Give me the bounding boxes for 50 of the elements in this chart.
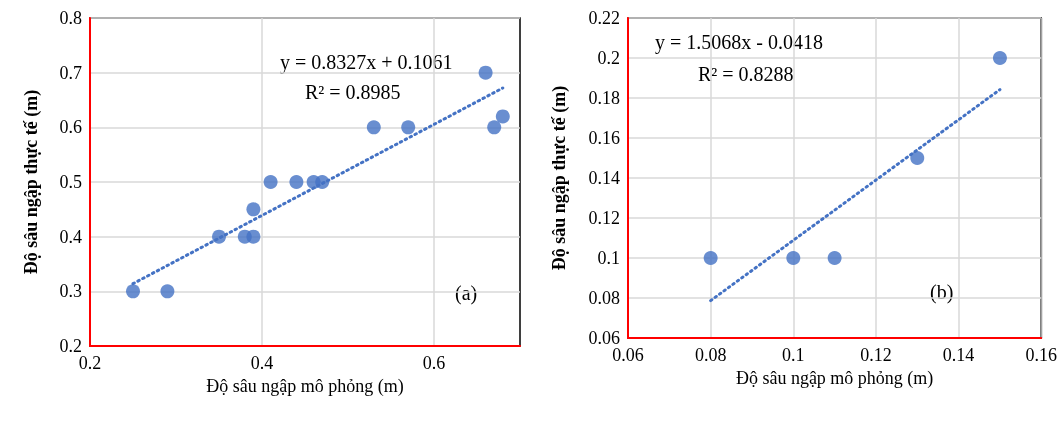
x-tick-label: 0.06 [612, 345, 644, 365]
point [401, 120, 416, 135]
point [246, 229, 261, 244]
point [263, 175, 278, 189]
point [246, 202, 261, 217]
annotation: R² = 0.8985 [305, 81, 401, 103]
point [366, 120, 381, 135]
x-axis-title: Độ sâu ngập mô phỏng (m) [206, 375, 404, 397]
point [160, 284, 175, 299]
point [487, 120, 502, 135]
y-tick-label: 0.7 [59, 62, 82, 83]
annotation: y = 0.8327x + 0.1061 [280, 51, 453, 74]
point [126, 284, 140, 299]
x-tick-label: 0.2 [78, 353, 102, 373]
point [289, 175, 304, 189]
point [478, 65, 493, 80]
y-tick-label: 0.4 [59, 226, 82, 247]
y-tick-label: 0.22 [588, 8, 620, 28]
annotation: y = 1.5068x - 0.0418 [655, 31, 823, 54]
y-tick-label: 0.5 [59, 172, 82, 192]
y-tick-label: 0.3 [59, 281, 82, 302]
x-axis-title: Độ sâu ngập mô phỏng (m) [735, 367, 934, 389]
annotation: R² = 0.8288 [698, 63, 794, 85]
point [910, 151, 925, 165]
point [992, 51, 1007, 65]
point [827, 251, 842, 265]
y-tick-label: 0.14 [588, 168, 620, 188]
point [786, 251, 801, 265]
y-tick-label: 0.12 [588, 208, 620, 228]
x-tick-label: 0.1 [782, 345, 805, 365]
x-tick-label: 0.4 [250, 353, 274, 373]
y-tick-label: 0.16 [588, 128, 620, 148]
x-tick-label: 0.6 [422, 353, 446, 373]
annotation: (a) [455, 282, 478, 305]
point [703, 251, 718, 265]
y-axis-title: Độ sâu ngập thực tế (m) [549, 85, 570, 271]
x-tick-label: 0.08 [694, 345, 727, 365]
y-tick-label: 0.8 [59, 8, 82, 28]
y-tick-label: 0.08 [588, 288, 620, 308]
point [495, 109, 510, 124]
x-tick-label: 0.14 [942, 345, 975, 365]
annotation: (b) [930, 281, 954, 304]
y-axis-title: Độ sâu ngập thực tế (m) [21, 89, 42, 275]
y-tick-label: 0.06 [588, 328, 620, 348]
x-tick-label: 0.12 [860, 345, 892, 365]
x-tick-label: 0.16 [1025, 345, 1057, 365]
y-tick-label: 0.2 [597, 48, 620, 68]
y-tick-label: 0.18 [588, 88, 620, 108]
y-tick-label: 0.1 [597, 248, 620, 268]
y-tick-label: 0.6 [59, 117, 82, 138]
